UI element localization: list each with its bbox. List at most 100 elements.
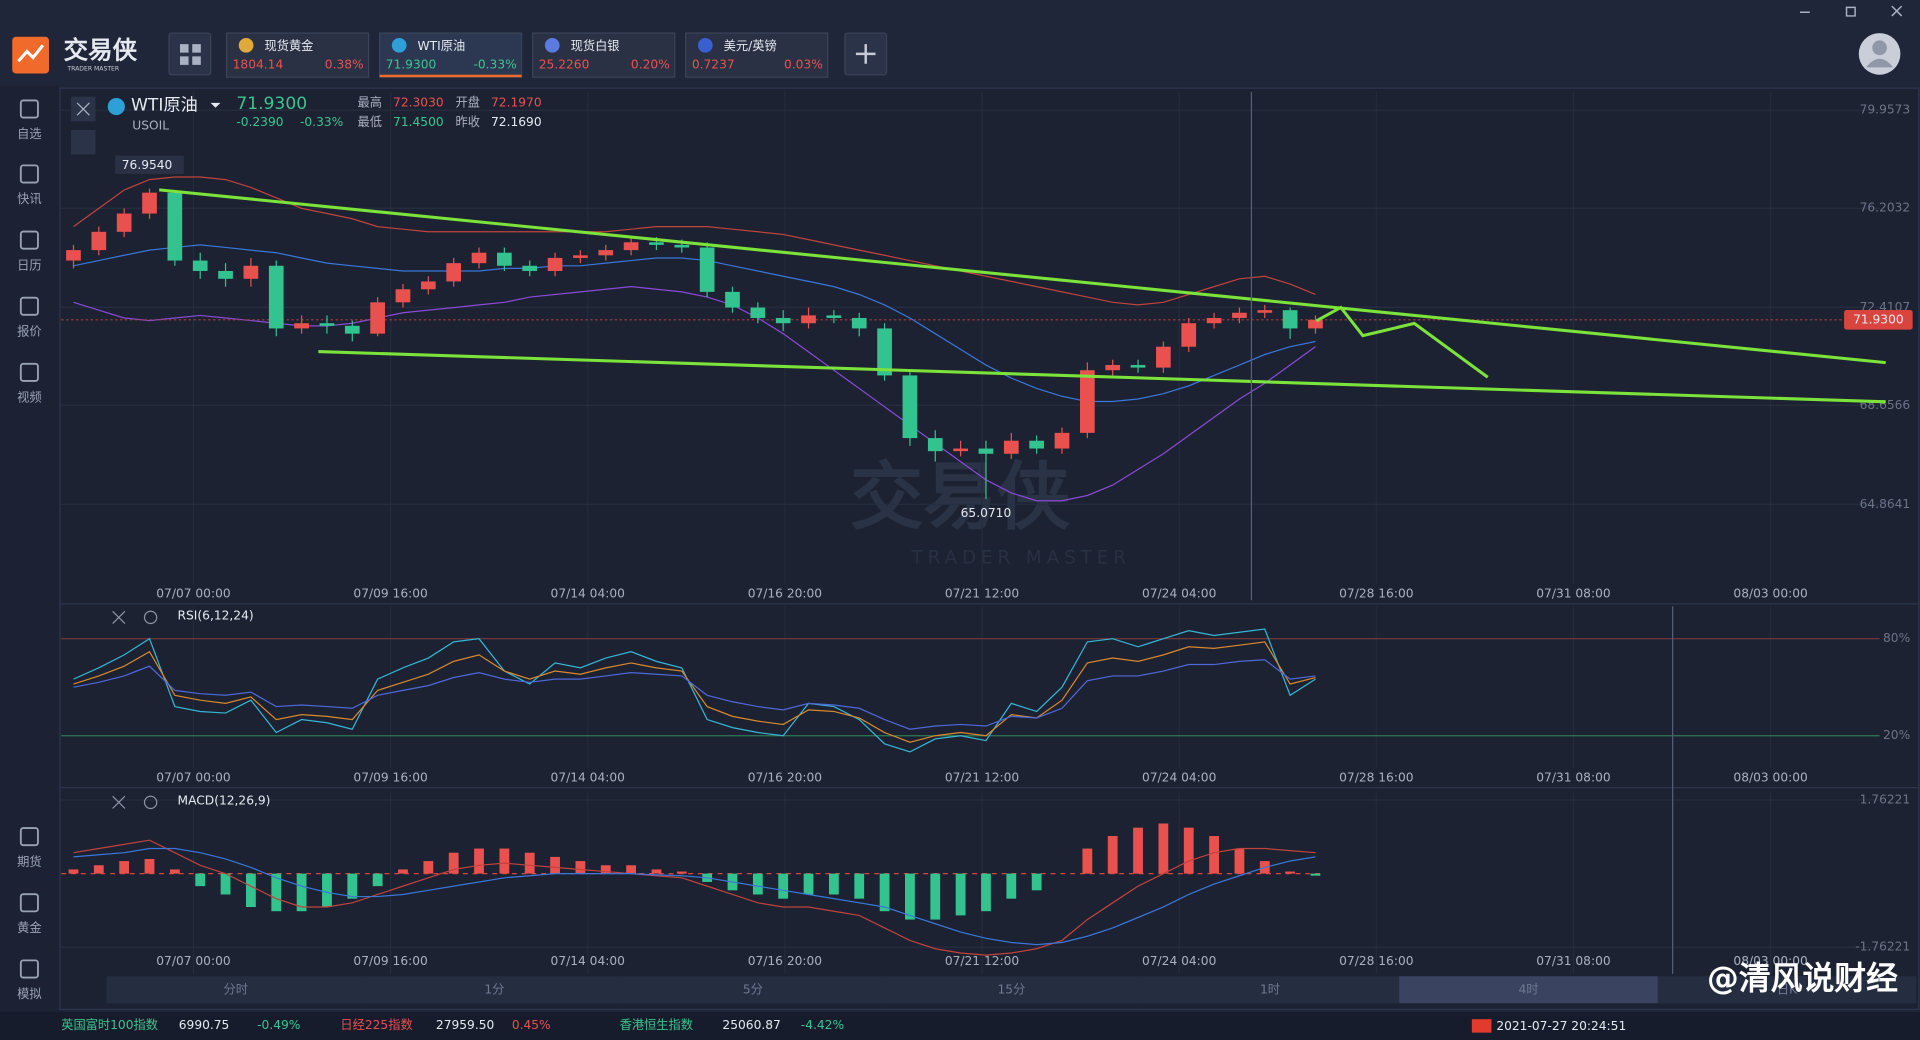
candle-body <box>725 291 740 308</box>
dropdown-arrow[interactable] <box>210 102 221 108</box>
sidebar-icon[interactable] <box>19 827 39 847</box>
timeframe-tab[interactable] <box>1399 976 1658 1004</box>
watermark-logo: 交易侠 <box>850 455 1071 540</box>
timeframe-label[interactable]: 15分 <box>998 982 1026 996</box>
ticker-change: -0.33% <box>473 57 516 71</box>
sidebar-label[interactable]: 自选 <box>17 127 41 141</box>
x-tick-label: 07/28 16:00 <box>1339 770 1413 784</box>
timeframe-tab[interactable] <box>1657 976 1917 1004</box>
sidebar-label[interactable]: 视频 <box>17 390 41 405</box>
sidebar-icon[interactable] <box>19 893 39 913</box>
ticker-name: 现货黄金 <box>264 38 313 53</box>
max-tag <box>115 155 184 174</box>
candle-body <box>91 231 107 251</box>
last-price-tag <box>1844 310 1913 330</box>
datetime: 2021-07-27 20:24:51 <box>1496 1019 1626 1033</box>
symbol-name[interactable]: WTI原油 <box>131 95 198 115</box>
trendlines[interactable] <box>159 188 1886 404</box>
close-indicator[interactable] <box>112 795 126 809</box>
menu-button[interactable] <box>168 32 212 76</box>
macd-bar <box>220 873 231 895</box>
macd-bar <box>778 873 789 899</box>
stat-value: 72.1970 <box>491 95 542 109</box>
x-tick-label: 07/14 04:00 <box>551 954 625 968</box>
x-tick-label: 07/21 12:00 <box>945 954 1019 968</box>
settings-indicator[interactable] <box>143 610 158 625</box>
timeframe-label[interactable]: 分时 <box>224 982 248 996</box>
sidebar-icon[interactable] <box>19 362 39 382</box>
x-tick-label: 07/21 12:00 <box>945 770 1019 784</box>
stat-label: 最高 <box>358 94 382 109</box>
timeframe-label[interactable]: 4时 <box>1518 982 1538 996</box>
x-tick-label: 07/31 08:00 <box>1536 587 1610 601</box>
sidebar-icon[interactable] <box>19 164 39 184</box>
x-tick-label: 08/03 00:00 <box>1733 587 1807 601</box>
macd-bar <box>347 873 358 899</box>
ticker-name: 美元/英镑 <box>724 38 777 53</box>
sidebar <box>0 85 59 1012</box>
settings-indicator[interactable] <box>143 795 158 810</box>
macd-bar <box>930 873 941 920</box>
sidebar-label[interactable]: 报价 <box>17 323 41 338</box>
x-tick-label: 07/07 00:00 <box>156 770 230 784</box>
candle-body <box>192 260 208 271</box>
timeframe-label[interactable]: 日K <box>1777 982 1798 996</box>
candle-body <box>953 448 968 452</box>
timeframe-tab[interactable] <box>106 976 366 1004</box>
candle-body <box>268 265 284 329</box>
index-name: 日经225指数 <box>340 1017 412 1032</box>
trendline[interactable] <box>318 350 1886 404</box>
sidebar-label[interactable]: 模拟 <box>17 987 41 1001</box>
candle-body <box>902 375 918 439</box>
candle-body <box>573 255 588 258</box>
sidebar-label[interactable]: 快讯 <box>17 192 41 206</box>
index-value: 27959.50 <box>436 1018 494 1032</box>
ticker-price: 25.2260 <box>539 57 590 71</box>
symbol-change-pct: -0.33% <box>300 115 343 129</box>
sidebar-icon[interactable] <box>19 296 39 316</box>
timeframe-label[interactable]: 1时 <box>1260 982 1280 996</box>
x-tick-label: 07/28 16:00 <box>1339 587 1413 601</box>
x-tick-label: 08/03 00:00 <box>1733 954 1807 968</box>
macd-bar <box>448 852 459 874</box>
projection-line[interactable] <box>1315 305 1489 379</box>
candle-body <box>1156 346 1171 368</box>
macd-bar <box>169 869 180 874</box>
ticker-change: 0.03% <box>784 57 823 71</box>
timeframe-label[interactable]: 1分 <box>484 982 504 996</box>
macd-bar <box>1234 848 1245 874</box>
timeframe-tab[interactable] <box>365 976 624 1004</box>
symbol-price: 71.9300 <box>236 94 307 114</box>
timeframe-tab[interactable] <box>882 976 1141 1004</box>
timeframe-tab[interactable] <box>623 976 883 1004</box>
logo-subtitle: TRADER MASTER <box>66 66 120 73</box>
candle-body <box>1003 440 1019 454</box>
sidebar-icon[interactable] <box>19 99 39 119</box>
timeframe-tab[interactable] <box>1140 976 1400 1004</box>
candle-body <box>1282 310 1298 329</box>
ticker-underline <box>379 74 522 78</box>
candle-body <box>775 317 791 324</box>
trendline[interactable] <box>159 188 1886 365</box>
sidebar-label[interactable]: 日历 <box>17 258 41 272</box>
ticker-icon <box>391 37 407 53</box>
timeframes: 分时 1分 5分 15分 1时 4时 日K <box>106 976 1917 1004</box>
indicator-line <box>73 244 1316 403</box>
candle-body <box>1257 310 1273 313</box>
draw-button[interactable] <box>71 129 96 155</box>
sidebar-label[interactable]: 黄金 <box>17 920 41 935</box>
candle-body <box>649 242 664 245</box>
macd-bar <box>524 852 535 874</box>
sidebar-label[interactable]: 期货 <box>17 854 41 869</box>
y-tick-label: 20% <box>1883 728 1910 742</box>
candle-body <box>167 192 183 261</box>
sidebar-icon[interactable] <box>19 959 39 979</box>
window-controls[interactable] <box>1800 5 1903 17</box>
candle-body <box>420 281 436 290</box>
footer-indices: 英国富时100指数 6990.75 -0.49% 日经225指数 27959.50 0.4… <box>61 1017 844 1032</box>
timeframe-label[interactable]: 5分 <box>743 982 763 996</box>
candle-body <box>674 244 690 248</box>
close-indicator[interactable] <box>112 610 126 624</box>
candle-body <box>801 315 816 324</box>
sidebar-icon[interactable] <box>19 230 39 250</box>
